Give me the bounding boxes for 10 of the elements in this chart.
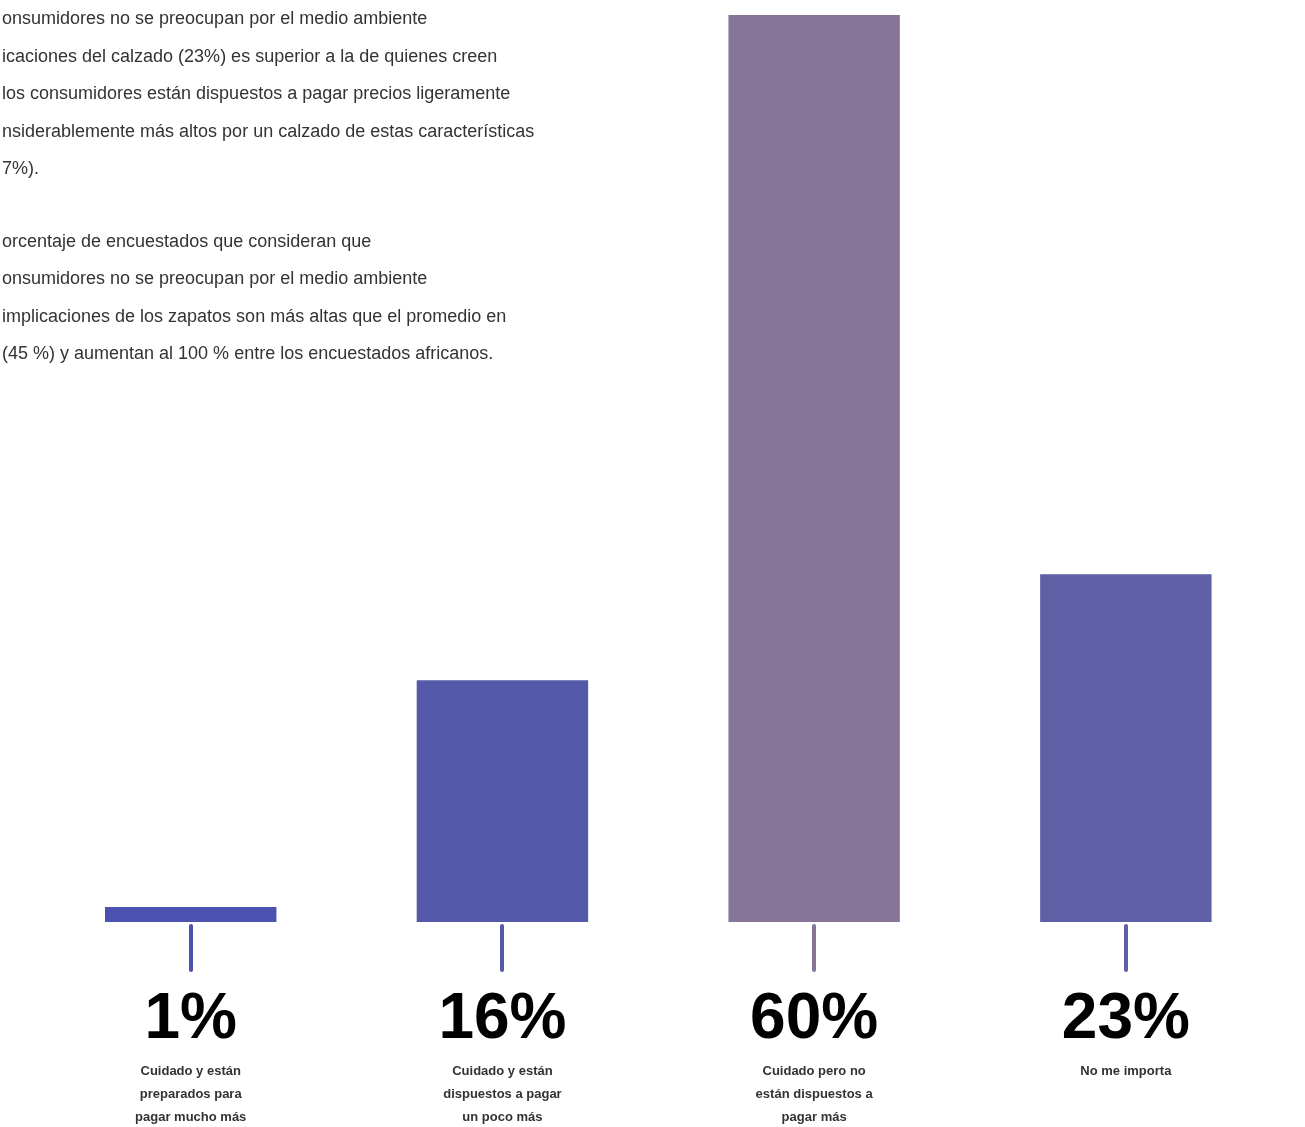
- data-label: 16%: [438, 979, 567, 1052]
- data-label: 23%: [1061, 979, 1190, 1052]
- annotation: onsumidores no se preocupan por el medio ambiente icaciones del calzado (23%) es superior a la de quienes creen los consumidores están dispuestos a pagar precios ligeramente nsiderablemente más altos por un calzado de estas características 7%).: [2, 7, 535, 180]
- data-label: 1%: [144, 979, 237, 1052]
- x-tick-label: No me importa: [1080, 1063, 1173, 1079]
- x-tick-label: Cuidado y están preparados para pagar mucho más: [135, 1063, 247, 1125]
- data-label: 60%: [750, 979, 879, 1052]
- x-tick-label: Cuidado pero no están dispuestos a pagar más: [755, 1063, 874, 1125]
- annotation: orcentaje de encuestados que consideran que onsumidores no se preocupan por el medio ambiente implicaciones de los zapatos son más altas que el promedio en (45 %) y aumentan al 100 % entre los encuestados africanos.: [2, 229, 508, 365]
- x-tick-label: Cuidado y están dispuestos a pagar un poco más: [443, 1063, 562, 1125]
